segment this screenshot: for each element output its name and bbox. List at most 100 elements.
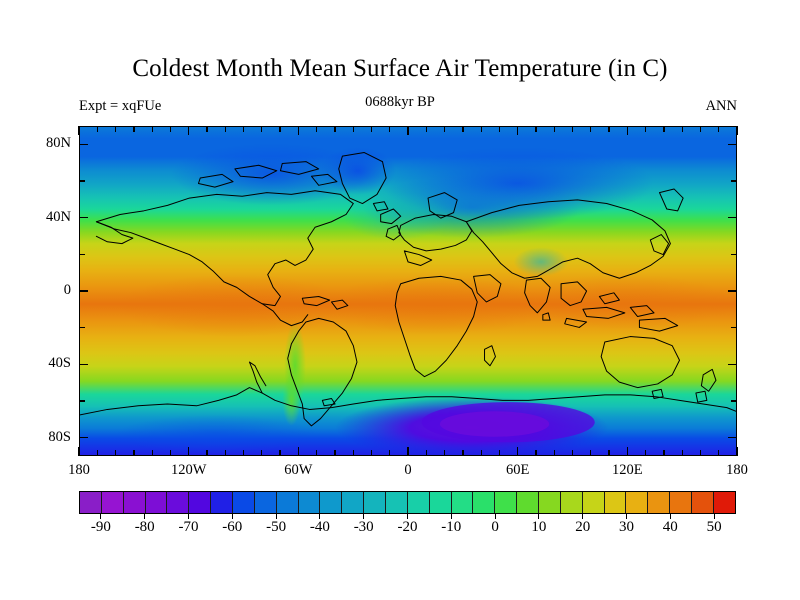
longitude-tick xyxy=(334,126,336,132)
colorbar-label: -30 xyxy=(353,519,374,535)
colorbar-tick xyxy=(231,514,233,519)
colorbar-label: -10 xyxy=(441,519,462,535)
longitude-tick xyxy=(663,126,665,132)
colorbar-swatch xyxy=(713,492,735,513)
latitude-tick xyxy=(79,400,85,402)
latitude-tick xyxy=(79,143,88,146)
longitude-tick xyxy=(169,126,172,132)
longitude-tick xyxy=(553,126,555,132)
latitude-tick xyxy=(79,363,88,366)
period-label: 0688kyr BP xyxy=(365,94,435,110)
colorbar-swatch xyxy=(211,492,234,513)
latitude-tick xyxy=(728,290,737,292)
colorbar-swatch xyxy=(342,492,365,513)
longitude-tick xyxy=(553,450,555,456)
longitude-tick xyxy=(608,450,610,456)
longitude-tick xyxy=(535,126,537,132)
longitude-tick xyxy=(736,447,738,456)
longitude-tick xyxy=(590,126,592,132)
longitude-tick xyxy=(242,126,245,132)
longitude-tick xyxy=(224,126,226,132)
longitude-tick xyxy=(480,450,482,456)
longitude-tick xyxy=(188,447,190,456)
colorbar-tick xyxy=(450,514,452,519)
latitude-tick xyxy=(79,437,88,439)
latitude-tick xyxy=(728,437,737,439)
longitude-tick xyxy=(517,126,519,135)
longitude-tick xyxy=(352,450,354,456)
latitude-label: 80N xyxy=(46,135,71,152)
colorbar-label: 50 xyxy=(706,519,722,535)
longitude-tick xyxy=(151,126,153,132)
longitude-tick xyxy=(699,450,702,456)
regional-anomalies xyxy=(116,143,736,455)
longitude-tick xyxy=(370,126,373,132)
latitude-label: 0 xyxy=(63,282,71,298)
longitude-tick xyxy=(571,450,574,456)
latitude-tick xyxy=(79,327,85,329)
season-label: ANN xyxy=(705,98,737,114)
colorbar-tick xyxy=(407,514,409,519)
longitude-tick xyxy=(206,450,208,456)
longitude-tick xyxy=(663,450,665,456)
longitude-tick xyxy=(462,450,464,456)
longitude-tick xyxy=(316,126,318,132)
longitude-tick xyxy=(699,126,702,132)
longitude-tick xyxy=(114,450,117,456)
longitude-tick xyxy=(389,126,391,132)
colorbar-swatch xyxy=(539,492,561,513)
longitude-tick xyxy=(206,126,208,132)
colorbar-swatch xyxy=(145,492,168,513)
figure-title: Coldest Month Mean Surface Air Temperatu… xyxy=(132,55,668,82)
latitude-tick xyxy=(79,290,88,292)
colorbar-tick xyxy=(363,514,365,519)
longitude-label: 120W xyxy=(170,462,207,478)
longitude-label: 0 xyxy=(404,462,412,478)
latitude-label: 40S xyxy=(48,355,71,372)
longitude-tick xyxy=(718,126,720,132)
colorbar-swatch xyxy=(670,492,693,513)
longitude-tick xyxy=(78,447,80,456)
longitude-tick xyxy=(242,450,245,456)
colorbar-tick xyxy=(144,514,146,519)
colorbar-swatch xyxy=(451,492,474,513)
colorbar-swatch xyxy=(233,492,255,513)
colorbar-tick xyxy=(494,514,496,519)
longitude-tick xyxy=(370,450,373,456)
colorbar-swatch xyxy=(517,492,540,513)
longitude-label: 180 xyxy=(726,462,748,478)
colorbar-label: -40 xyxy=(309,519,330,535)
colorbar-swatch xyxy=(167,492,190,513)
latitude-tick xyxy=(728,143,737,146)
latitude-tick xyxy=(731,327,737,329)
colorbar-swatch xyxy=(429,492,452,513)
colorbar-swatch xyxy=(604,492,627,513)
longitude-tick xyxy=(571,126,574,132)
latitude-label: 80S xyxy=(48,428,71,445)
colorbar xyxy=(79,491,736,514)
colorbar-swatch xyxy=(276,492,299,513)
longitude-label: 60E xyxy=(505,462,530,478)
map-canvas xyxy=(80,127,736,455)
latitude-tick xyxy=(731,253,737,256)
longitude-tick xyxy=(352,126,354,132)
colorbar-swatch xyxy=(386,492,408,513)
longitude-tick xyxy=(407,126,409,135)
longitude-tick xyxy=(334,450,336,456)
world-temperature-map xyxy=(79,126,737,456)
colorbar-swatch xyxy=(495,492,518,513)
colorbar-swatch xyxy=(254,492,277,513)
longitude-tick xyxy=(498,126,501,132)
colorbar-tick xyxy=(100,514,102,519)
longitude-tick xyxy=(188,126,190,135)
colorbar-swatch xyxy=(364,492,387,513)
colorbar-label: -70 xyxy=(178,519,199,535)
colorbar-swatch xyxy=(692,492,714,513)
longitude-tick xyxy=(78,126,80,135)
longitude-tick xyxy=(133,126,135,132)
longitude-tick xyxy=(297,447,300,456)
colorbar-label: -90 xyxy=(90,519,111,535)
longitude-tick xyxy=(681,450,683,456)
colorbar-label: 0 xyxy=(491,519,499,535)
